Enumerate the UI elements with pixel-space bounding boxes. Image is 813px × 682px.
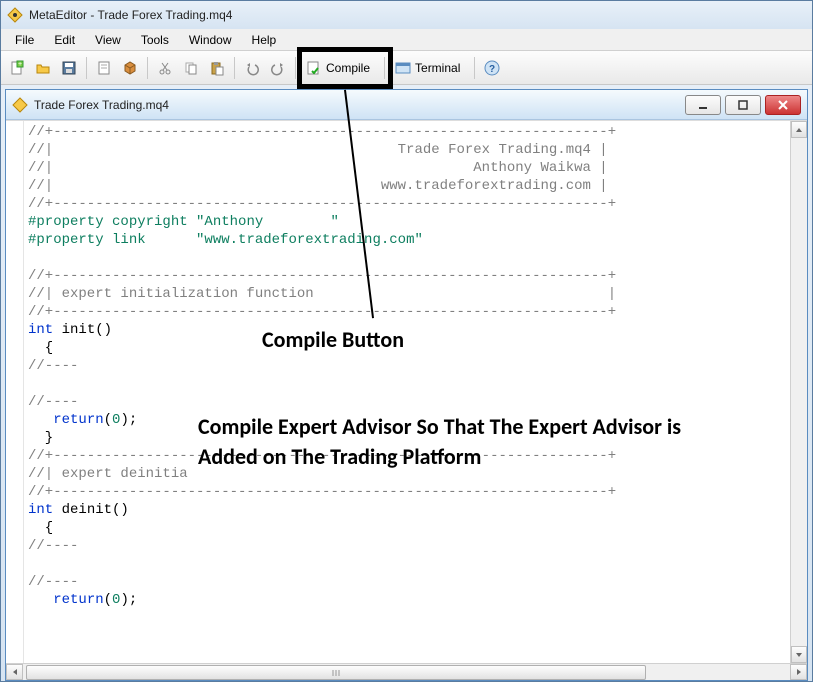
menu-tools[interactable]: Tools (131, 31, 179, 49)
paste-button[interactable] (205, 56, 229, 80)
compile-button[interactable]: Compile (301, 56, 379, 80)
terminal-button[interactable]: Terminal (390, 56, 469, 80)
code-area: //+-------------------------------------… (6, 120, 807, 663)
editor-title: Trade Forex Trading.mq4 (34, 98, 685, 112)
maximize-button[interactable] (725, 95, 761, 115)
save-button[interactable] (57, 56, 81, 80)
terminal-label: Terminal (415, 61, 460, 75)
window-controls (685, 95, 801, 115)
menu-view[interactable]: View (85, 31, 131, 49)
editor-window: Trade Forex Trading.mq4 //+-------------… (5, 89, 808, 681)
terminal-icon (395, 60, 411, 76)
editor-titlebar[interactable]: Trade Forex Trading.mq4 (6, 90, 807, 120)
horizontal-scrollbar[interactable] (6, 663, 807, 680)
code-editor[interactable]: //+-------------------------------------… (24, 121, 790, 663)
app-titlebar[interactable]: MetaEditor - Trade Forex Trading.mq4 (1, 1, 812, 29)
new-file-button[interactable]: + (5, 56, 29, 80)
gutter (6, 121, 24, 663)
svg-text:+: + (18, 61, 22, 68)
cut-button[interactable] (153, 56, 177, 80)
menubar: File Edit View Tools Window Help (1, 29, 812, 51)
book-button[interactable] (92, 56, 116, 80)
app-window: MetaEditor - Trade Forex Trading.mq4 Fil… (0, 0, 813, 682)
menu-help[interactable]: Help (242, 31, 287, 49)
open-button[interactable] (31, 56, 55, 80)
scroll-up-button[interactable] (791, 121, 807, 138)
box-button[interactable] (118, 56, 142, 80)
app-title: MetaEditor - Trade Forex Trading.mq4 (29, 8, 232, 22)
scroll-right-button[interactable] (790, 664, 807, 680)
toolbar: + Compile Terminal ? (1, 51, 812, 85)
menu-file[interactable]: File (5, 31, 44, 49)
menu-edit[interactable]: Edit (44, 31, 85, 49)
scroll-left-button[interactable] (6, 664, 23, 680)
svg-text:?: ? (489, 64, 495, 75)
scroll-down-button[interactable] (791, 646, 807, 663)
file-icon (12, 97, 28, 113)
copy-button[interactable] (179, 56, 203, 80)
vertical-scrollbar[interactable] (790, 121, 807, 663)
compile-icon (306, 60, 322, 76)
compile-label: Compile (326, 61, 370, 75)
minimize-button[interactable] (685, 95, 721, 115)
help-button[interactable]: ? (480, 56, 504, 80)
undo-button[interactable] (240, 56, 264, 80)
redo-button[interactable] (266, 56, 290, 80)
close-button[interactable] (765, 95, 801, 115)
menu-window[interactable]: Window (179, 31, 242, 49)
app-icon (7, 7, 23, 23)
scroll-thumb[interactable] (26, 665, 646, 680)
